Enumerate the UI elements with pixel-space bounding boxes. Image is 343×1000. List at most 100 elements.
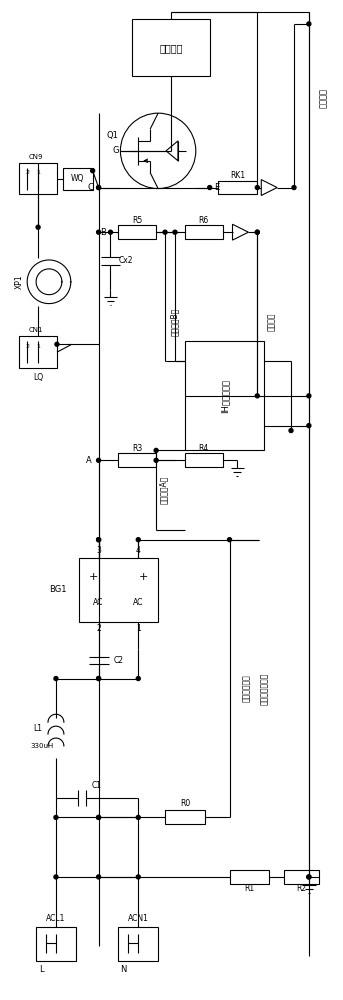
Bar (63, 168, 93, 190)
Text: 驱动信号: 驱动信号 (319, 88, 328, 108)
Bar (132, 19, 210, 76)
Text: IH控制单片机: IH控制单片机 (220, 379, 229, 413)
Circle shape (54, 677, 58, 681)
Text: CN1: CN1 (29, 327, 43, 333)
Circle shape (136, 815, 140, 819)
Text: WQ: WQ (71, 174, 84, 183)
Text: XP1: XP1 (15, 274, 24, 289)
Circle shape (97, 815, 100, 819)
Text: 1: 1 (136, 624, 141, 633)
Text: RK1: RK1 (230, 171, 245, 180)
Circle shape (255, 394, 259, 398)
Bar (79, 558, 158, 622)
Circle shape (163, 230, 167, 234)
Bar (229, 870, 269, 884)
Circle shape (154, 448, 158, 452)
Circle shape (55, 342, 59, 346)
Circle shape (307, 394, 311, 398)
Circle shape (97, 458, 100, 462)
Circle shape (97, 677, 100, 681)
Circle shape (154, 458, 158, 462)
Text: R2: R2 (296, 884, 306, 893)
Text: L: L (39, 965, 43, 974)
Bar (185, 341, 264, 450)
Bar (118, 927, 158, 961)
Circle shape (208, 186, 212, 190)
Text: 电流信号: 电流信号 (267, 312, 276, 331)
Text: Q1: Q1 (107, 131, 118, 140)
Text: B: B (99, 228, 106, 237)
Text: CN9: CN9 (29, 154, 43, 160)
Text: 2: 2 (25, 170, 29, 175)
Bar (118, 453, 156, 467)
Circle shape (173, 230, 177, 234)
Text: AC: AC (133, 598, 143, 607)
Circle shape (97, 538, 100, 542)
Text: 330uH: 330uH (31, 743, 54, 749)
Circle shape (97, 230, 100, 234)
Bar (36, 927, 76, 961)
Circle shape (136, 875, 140, 879)
Text: N: N (120, 965, 127, 974)
Circle shape (292, 186, 296, 190)
Circle shape (136, 538, 140, 542)
Text: 1: 1 (36, 170, 40, 175)
Bar (284, 870, 319, 884)
Text: BG1: BG1 (49, 585, 67, 594)
Bar (185, 225, 223, 239)
Bar (165, 810, 205, 824)
Circle shape (307, 875, 311, 879)
Text: A: A (86, 456, 92, 465)
Circle shape (136, 677, 140, 681)
Text: 1: 1 (36, 344, 40, 349)
Circle shape (289, 429, 293, 433)
Text: R0: R0 (180, 799, 190, 808)
Text: C1: C1 (92, 781, 102, 790)
Text: ACN1: ACN1 (128, 914, 149, 923)
Bar (19, 336, 57, 368)
Circle shape (91, 169, 95, 173)
Circle shape (255, 230, 259, 234)
Text: G: G (112, 146, 119, 155)
Bar (118, 225, 156, 239)
Text: Cx2: Cx2 (118, 256, 133, 265)
Text: AC: AC (93, 598, 104, 607)
Circle shape (97, 815, 100, 819)
Circle shape (307, 424, 311, 428)
Text: R4: R4 (199, 444, 209, 453)
Circle shape (54, 815, 58, 819)
Text: L1: L1 (33, 724, 42, 733)
Circle shape (255, 186, 259, 190)
Text: 交流过零信号: 交流过零信号 (242, 675, 251, 702)
Text: LQ: LQ (33, 373, 43, 382)
Text: 电压信号采样点: 电压信号采样点 (260, 672, 269, 705)
Text: R5: R5 (132, 216, 142, 225)
Circle shape (97, 186, 100, 190)
Circle shape (97, 875, 100, 879)
Text: +: + (139, 572, 148, 582)
Circle shape (97, 677, 100, 681)
Circle shape (307, 22, 311, 26)
Circle shape (227, 538, 232, 542)
Circle shape (97, 186, 100, 190)
Text: C: C (88, 183, 94, 192)
Text: C2: C2 (114, 656, 123, 665)
Circle shape (108, 230, 113, 234)
Text: 同步信号B点: 同步信号B点 (170, 307, 179, 336)
Text: R6: R6 (199, 216, 209, 225)
Circle shape (255, 230, 259, 234)
Circle shape (307, 875, 311, 879)
Text: 同步信号A点: 同步信号A点 (158, 476, 168, 504)
Circle shape (54, 875, 58, 879)
Text: 3: 3 (96, 546, 101, 555)
Bar (19, 163, 57, 194)
Text: +: + (89, 572, 98, 582)
Bar (185, 453, 223, 467)
Text: E: E (214, 183, 219, 192)
Text: ACL1: ACL1 (46, 914, 66, 923)
Text: 2: 2 (96, 624, 101, 633)
Circle shape (97, 538, 100, 542)
Text: 驱动电路: 驱动电路 (159, 43, 183, 53)
Circle shape (36, 225, 40, 229)
Text: R3: R3 (132, 444, 142, 453)
